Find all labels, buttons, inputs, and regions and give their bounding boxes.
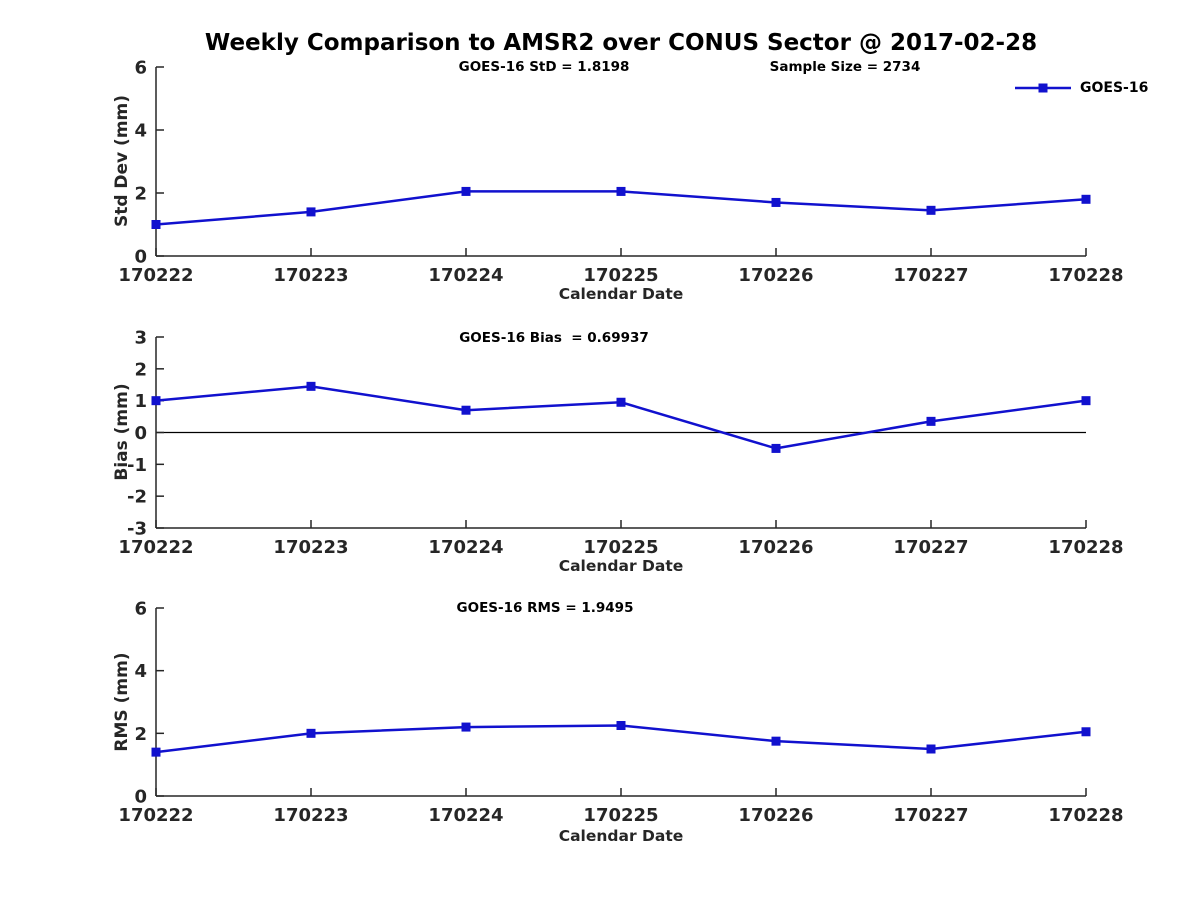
data-point-marker xyxy=(151,747,161,757)
y-axis-label-stddev: Std Dev (mm) xyxy=(112,94,132,228)
data-point-marker xyxy=(616,186,626,196)
y-tick-label: 6 xyxy=(134,58,147,79)
data-point-marker xyxy=(926,416,936,426)
data-point-marker xyxy=(306,728,316,738)
legend-line-marker-icon xyxy=(1015,83,1071,93)
y-axis-label-rms: RMS (mm) xyxy=(112,652,132,752)
y-tick-label: -1 xyxy=(127,455,147,476)
chart-1: -3 -2 -1 0 1 2 3 170222 170223 170224 170225 170226… xyxy=(118,328,1123,559)
x-tick-label: 170227 xyxy=(893,537,968,558)
x-tick-label: 170227 xyxy=(893,265,968,286)
data-point-marker xyxy=(926,205,936,215)
legend: GOES-16 xyxy=(1014,80,1148,96)
data-point-marker xyxy=(151,220,161,229)
x-tick-label: 170226 xyxy=(738,265,813,286)
data-point-marker xyxy=(461,405,471,415)
y-tick-label: 2 xyxy=(134,359,147,380)
x-axis-label-middle: Calendar Date xyxy=(558,557,684,575)
x-tick-label: 170228 xyxy=(1048,265,1123,286)
y-tick-label: 6 xyxy=(134,599,147,620)
y-tick-label: 0 xyxy=(134,787,147,808)
y-tick-label: 4 xyxy=(134,661,147,682)
x-tick-label: 170223 xyxy=(273,265,348,286)
x-tick-label: 170223 xyxy=(273,537,348,558)
x-tick-label: 170225 xyxy=(583,265,658,286)
y-tick-label: -2 xyxy=(127,487,147,508)
bias-stat-annotation: GOES-16 Bias = 0.69937 xyxy=(459,330,649,346)
data-point-marker xyxy=(771,197,781,207)
x-axis-label-top: Calendar Date xyxy=(558,285,684,303)
y-axis-label-bias: Bias (mm) xyxy=(112,383,132,481)
x-tick-label: 170226 xyxy=(738,537,813,558)
x-tick-label: 170222 xyxy=(118,537,193,558)
x-tick-label: 170226 xyxy=(738,805,813,826)
x-tick-label: 170223 xyxy=(273,805,348,826)
series-line xyxy=(155,385,1087,450)
chart-0: 0 2 4 6 170222 170223 170224 170225 170226 170227… xyxy=(118,58,1123,287)
data-point-marker xyxy=(461,722,471,732)
data-point-marker xyxy=(1081,727,1091,737)
x-tick-label: 170224 xyxy=(428,537,503,558)
data-point-marker xyxy=(306,381,316,391)
data-point-marker xyxy=(1081,396,1091,406)
data-point-marker xyxy=(926,744,936,754)
data-point-marker xyxy=(771,443,781,453)
y-tick-label: 0 xyxy=(134,423,147,444)
x-tick-label: 170224 xyxy=(428,265,503,286)
x-tick-label: 170224 xyxy=(428,805,503,826)
series-line xyxy=(155,190,1087,226)
data-point-marker xyxy=(151,396,161,406)
x-tick-label: 170228 xyxy=(1048,805,1123,826)
x-axis-label-bottom: Calendar Date xyxy=(558,827,684,845)
std-stat-annotation: GOES-16 StD = 1.8198 xyxy=(458,59,630,75)
data-point-marker xyxy=(461,186,471,196)
rms-stat-annotation: GOES-16 RMS = 1.9495 xyxy=(456,600,634,616)
figure-title: Weekly Comparison to AMSR2 over CONUS Se… xyxy=(204,30,1038,56)
data-point-marker xyxy=(1081,194,1091,204)
x-tick-label: 170222 xyxy=(118,805,193,826)
y-tick-label: 0 xyxy=(134,247,147,268)
y-tick-label: 4 xyxy=(134,121,147,142)
x-tick-label: 170225 xyxy=(583,537,658,558)
y-tick-label: 3 xyxy=(134,328,147,349)
data-point-marker xyxy=(306,207,316,217)
x-tick-label: 170225 xyxy=(583,805,658,826)
y-tick-label: 1 xyxy=(134,391,147,412)
y-tick-label: -3 xyxy=(127,519,147,540)
x-tick-label: 170227 xyxy=(893,805,968,826)
chart-2: 0 2 4 6 170222 170223 170224 170225 170226 170227… xyxy=(118,599,1123,827)
x-tick-label: 170228 xyxy=(1048,537,1123,558)
y-tick-label: 2 xyxy=(134,724,147,745)
x-tick-label: 170222 xyxy=(118,265,193,286)
sample-size-annotation: Sample Size = 2734 xyxy=(769,59,921,75)
legend-series-label: GOES-16 xyxy=(1080,80,1149,96)
y-tick-label: 2 xyxy=(134,184,147,205)
data-point-marker xyxy=(616,397,626,407)
data-point-marker xyxy=(616,721,626,730)
data-point-marker xyxy=(771,736,781,746)
